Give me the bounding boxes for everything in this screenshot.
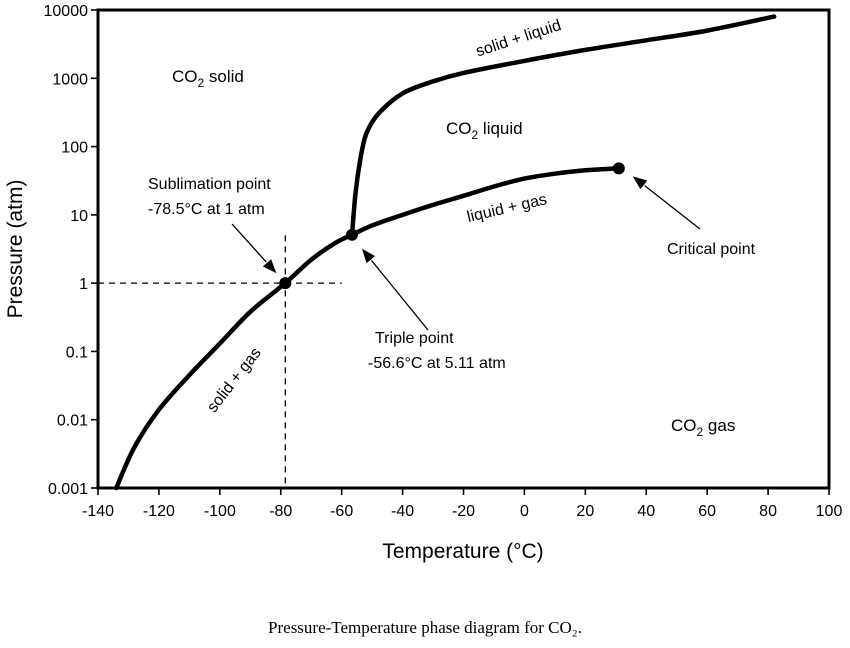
sublimation-point-marker — [279, 277, 292, 290]
sublimation-annotation-value: -78.5°C at 1 atm — [148, 201, 265, 218]
region-label-liquid: CO2 liquid — [446, 119, 523, 142]
y-tick-label: 10 — [70, 208, 88, 225]
curve-label-solid-gas: solid + gas — [204, 345, 265, 416]
figure-caption: Pressure-Temperature phase diagram for C… — [268, 618, 582, 637]
y-tick-label: 1000 — [52, 71, 88, 88]
y-tick-label: 0.01 — [57, 413, 88, 430]
x-tick-label: 100 — [816, 503, 843, 520]
critical-arrow-shaft — [644, 185, 701, 230]
x-tick-label: -40 — [391, 503, 414, 520]
curve-label-liquid-gas: liquid + gas — [465, 191, 548, 226]
x-tick-label: 0 — [520, 503, 529, 520]
x-tick-label: -80 — [269, 503, 292, 520]
key-points — [279, 162, 625, 290]
sublimation-annotation-title: Sublimation point — [148, 176, 271, 193]
annotation-arrows — [231, 176, 701, 331]
triple-annotation-value: -56.6°C at 5.11 atm — [368, 355, 506, 372]
critical-annotation-title: Critical point — [667, 241, 756, 258]
triple-arrow-shaft — [370, 260, 429, 331]
x-tick-label: -60 — [330, 503, 353, 520]
y-axis-ticks: 0.001 0.01 0.1 1 10 100 1000 10000 — [44, 3, 98, 498]
x-axis-title: Temperature (°C) — [382, 540, 543, 563]
x-tick-label: -120 — [143, 503, 175, 520]
x-tick-label: 20 — [576, 503, 594, 520]
x-tick-label: -20 — [452, 503, 475, 520]
phase-diagram-chart: -140 -120 -100 -80 -60 -40 -20 0 20 40 60 80 100 0.0… — [4, 3, 842, 563]
y-tick-label: 10000 — [44, 3, 89, 20]
x-tick-label: -140 — [82, 503, 114, 520]
sublimation-arrow-shaft — [231, 223, 267, 263]
curve-solid-liquid — [349, 14, 777, 238]
triple-annotation-title: Triple point — [375, 330, 454, 347]
y-tick-label: 0.001 — [48, 481, 88, 498]
curve-liquid-gas — [349, 166, 622, 238]
phase-curves — [114, 14, 777, 491]
region-label-solid: CO2 solid — [172, 67, 244, 90]
sublimation-arrow-head — [262, 259, 277, 274]
x-tick-label: 40 — [637, 503, 655, 520]
x-tick-label: 80 — [759, 503, 777, 520]
x-axis-ticks: -140 -120 -100 -80 -60 -40 -20 0 20 40 60 80 100 — [82, 488, 842, 520]
triple-arrow-head — [362, 248, 376, 264]
curve-solid-gas — [114, 232, 355, 491]
region-label-gas: CO2 gas — [671, 416, 735, 439]
y-tick-label: 1 — [79, 276, 88, 293]
sublimation-guide-lines — [98, 235, 342, 488]
critical-arrow-head — [632, 176, 648, 190]
y-axis-title: Pressure (atm) — [4, 180, 27, 319]
y-tick-label: 0.1 — [66, 344, 88, 361]
critical-point-marker — [612, 162, 625, 175]
triple-point-marker — [346, 228, 359, 241]
y-tick-label: 100 — [61, 140, 88, 157]
x-tick-label: 60 — [698, 503, 716, 520]
x-tick-label: -100 — [204, 503, 236, 520]
